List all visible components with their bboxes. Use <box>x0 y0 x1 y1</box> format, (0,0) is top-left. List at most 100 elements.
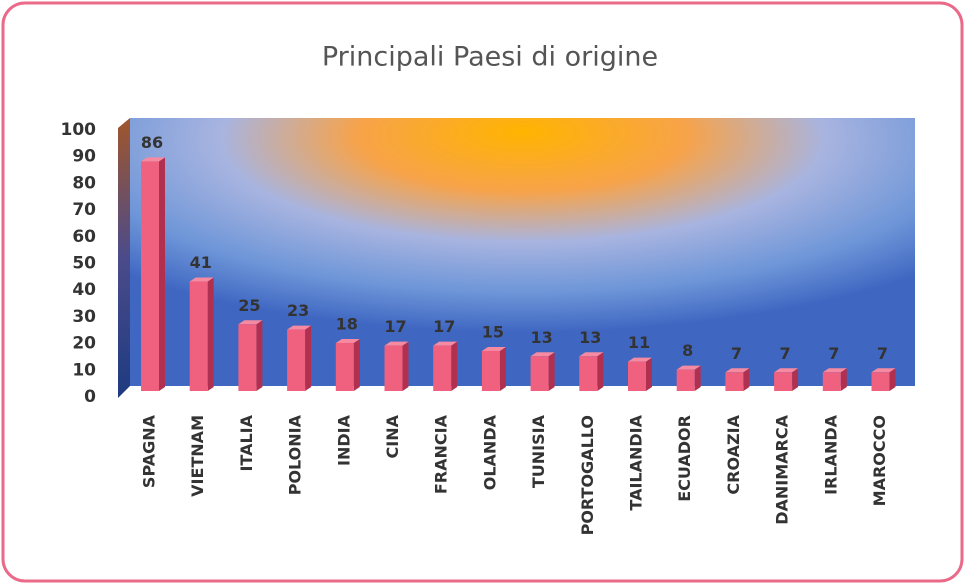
bar-top <box>822 368 847 373</box>
bar-top <box>433 341 458 346</box>
bar-side <box>792 368 799 391</box>
x-tick-label: ITALIA <box>237 414 256 471</box>
x-tick-label: SPAGNA <box>140 414 159 488</box>
x-tick-label: PORTOGALLO <box>578 415 597 535</box>
bar-side <box>694 365 701 391</box>
x-tick-label: DANIMARCA <box>773 414 792 524</box>
value-label: 25 <box>238 296 260 315</box>
bar-side <box>889 368 896 391</box>
bar <box>774 368 799 391</box>
y-tick-label: 0 <box>84 387 96 407</box>
bar-top <box>725 368 750 373</box>
bar-side <box>743 368 750 391</box>
bar-front <box>335 342 354 391</box>
x-tick-label: INDIA <box>334 414 353 466</box>
bar-front <box>238 324 257 391</box>
bar <box>335 338 360 391</box>
bar-side <box>840 368 847 391</box>
bar <box>433 341 458 391</box>
bar <box>238 320 263 391</box>
value-label: 11 <box>628 333 650 352</box>
bar-front <box>871 372 890 391</box>
bar-top <box>481 346 506 351</box>
bar-side <box>207 277 214 391</box>
bar-top <box>384 341 409 346</box>
value-label: 15 <box>482 322 504 341</box>
y-tick-label: 50 <box>72 254 96 274</box>
x-tick-label: TUNISIA <box>529 414 548 488</box>
value-label: 7 <box>780 344 791 363</box>
bar-top <box>871 368 896 373</box>
bar-top <box>579 352 604 357</box>
value-label: 86 <box>141 133 163 152</box>
bar <box>141 157 165 391</box>
x-tick-label: MAROCCO <box>870 415 889 506</box>
bar-side <box>353 338 360 391</box>
bar-top <box>530 352 555 357</box>
x-tick-label: CROAZIA <box>724 414 743 494</box>
bar-side <box>402 341 409 391</box>
y-tick-label: 20 <box>72 334 96 354</box>
side-wall <box>118 118 130 398</box>
bar-top <box>628 357 652 362</box>
x-tick-label: CINA <box>383 414 402 458</box>
value-label: 41 <box>190 253 212 272</box>
x-tick-label: ECUADOR <box>675 415 694 502</box>
bar-front <box>774 372 793 391</box>
bar-side <box>305 325 312 391</box>
bar-top <box>774 368 799 373</box>
bar-front <box>481 350 500 391</box>
bar-top <box>287 325 312 330</box>
bar <box>287 325 312 391</box>
bar-top <box>676 365 701 370</box>
bar <box>384 341 409 391</box>
y-tick-label: 30 <box>72 307 96 327</box>
bar-side <box>256 320 263 391</box>
bar <box>628 357 652 391</box>
bar-front <box>822 372 841 391</box>
bar-side <box>451 341 458 391</box>
bar-side <box>548 352 555 391</box>
x-tick-label: FRANCIA <box>432 414 451 494</box>
y-tick-label: 90 <box>72 147 96 167</box>
bar-side <box>159 157 165 391</box>
value-label: 7 <box>731 344 742 363</box>
x-tick-label: IRLANDA <box>821 414 840 495</box>
chart-title: Principali Paesi di origine <box>322 42 658 73</box>
value-label: 23 <box>287 301 309 320</box>
value-label: 17 <box>384 317 406 336</box>
x-tick-label: POLONIA <box>286 414 305 495</box>
bar <box>530 352 555 391</box>
bar-front <box>287 329 306 391</box>
value-label: 18 <box>336 314 358 333</box>
bar-top <box>141 157 165 162</box>
y-tick-label: 40 <box>72 280 96 300</box>
bar-front <box>725 372 744 391</box>
bar-front <box>141 161 159 391</box>
bar <box>871 368 896 391</box>
bar-top <box>189 277 214 282</box>
x-tick-label: VIETNAM <box>188 415 207 497</box>
bar-side <box>646 357 652 391</box>
y-tick-label: 80 <box>72 173 96 193</box>
bar-front <box>628 361 646 391</box>
y-tick-label: 10 <box>72 360 96 380</box>
bar-front <box>579 356 598 391</box>
value-label: 13 <box>530 328 552 347</box>
bar-front <box>676 369 695 391</box>
bar-front <box>189 281 208 391</box>
y-tick-label: 100 <box>61 120 97 140</box>
bar <box>822 368 847 391</box>
bar-top <box>335 338 360 343</box>
bar <box>579 352 604 391</box>
value-label: 8 <box>682 341 693 360</box>
bar-front <box>433 345 452 391</box>
x-tick-label: OLANDA <box>480 414 499 490</box>
value-label: 7 <box>877 344 888 363</box>
bar <box>725 368 750 391</box>
value-label: 7 <box>828 344 839 363</box>
bar-front <box>530 356 549 391</box>
bar-side <box>597 352 604 391</box>
value-label: 13 <box>579 328 601 347</box>
